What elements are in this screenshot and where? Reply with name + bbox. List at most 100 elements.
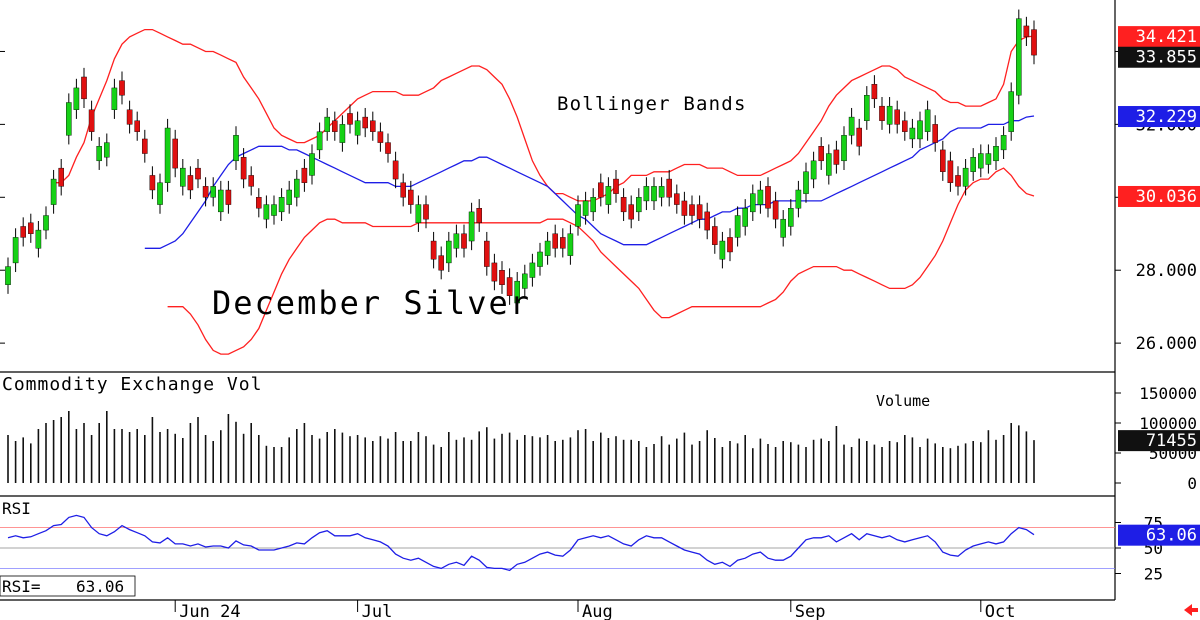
candle-down (506, 277, 513, 296)
month-label: Oct (985, 602, 1016, 620)
candle-down (370, 120, 376, 132)
candle-down (871, 84, 878, 100)
candle-up (354, 120, 361, 136)
candle-up (111, 87, 118, 110)
candle-down (187, 175, 194, 191)
candle-down (894, 109, 900, 125)
candle-up (294, 178, 300, 198)
candle-down (126, 109, 133, 125)
lower-band-line (167, 167, 1035, 355)
candle-up (757, 189, 764, 205)
candle-down (484, 240, 490, 267)
candle-up (886, 105, 893, 125)
candle-down (833, 149, 840, 165)
candle-down (560, 237, 566, 249)
candle-up (217, 189, 224, 213)
volume-bars (7, 411, 1035, 483)
candle-down (430, 240, 437, 260)
rsi-series (7, 514, 1035, 572)
candle-down (195, 167, 201, 180)
candle-down (141, 138, 148, 154)
candle-down (461, 233, 467, 249)
candle-down (172, 138, 179, 169)
volume-tick-label: 100000 (1139, 414, 1197, 433)
candle-up (263, 204, 270, 220)
candle-up (719, 240, 726, 260)
candle-up (339, 124, 346, 143)
volume-series-label: Volume (876, 392, 930, 410)
candle-up (841, 135, 847, 162)
candle-up (575, 204, 581, 227)
month-label: Jun 24 (179, 602, 240, 620)
month-labels: Jun 24 Jul Aug Sep Oct (174, 600, 1016, 620)
candle-up (582, 200, 589, 216)
month-label: Jul (362, 602, 393, 620)
candle-down (499, 270, 505, 285)
candle-up (750, 193, 756, 213)
candle-up (12, 237, 19, 264)
candle-down (149, 175, 156, 191)
candle-down (408, 189, 414, 205)
candle-up (179, 167, 186, 187)
volume-panel-title: Commodity Exchange Vol (2, 374, 262, 395)
price-tick-label: 26.000 (1136, 334, 1197, 354)
candle-up (514, 280, 520, 304)
candle-down (674, 193, 680, 205)
candle-up (453, 233, 460, 249)
candle-up (415, 204, 422, 224)
candle-up (157, 182, 163, 205)
badge-volume: 71455 (1146, 431, 1197, 451)
badge-last: 33.855 (1136, 48, 1197, 68)
badge-close: 34.421 (1136, 27, 1197, 47)
candle-down (119, 80, 125, 96)
candle-up (658, 186, 665, 198)
candle-down (256, 197, 262, 209)
candle-up (35, 229, 42, 249)
candle-down (689, 204, 695, 216)
candle-up (544, 240, 551, 256)
candle-up (50, 178, 57, 205)
candle-down (377, 131, 384, 143)
volume-tick-label: 0 (1187, 474, 1197, 493)
bollinger-bands (53, 28, 1035, 355)
rsi-readout-label: RSI= (2, 577, 41, 596)
badge-lower-bg (1118, 185, 1200, 207)
candle-down (332, 120, 338, 132)
candle-down (20, 226, 27, 238)
candle-down (628, 204, 634, 220)
candle-down (696, 204, 703, 220)
candle-down (362, 116, 369, 129)
candle-up (446, 240, 452, 264)
candle-up (643, 186, 650, 202)
candle-up (286, 189, 293, 205)
candle-up (5, 266, 11, 285)
candle-up (103, 142, 110, 158)
candle-up (1016, 18, 1022, 96)
bollinger-annotation: Bollinger Bands (557, 93, 747, 115)
candle-up (522, 273, 528, 289)
candle-up (848, 116, 855, 136)
candle-down (1031, 29, 1037, 56)
badge-rsi: 63.06 (1146, 526, 1197, 546)
candle-down (476, 208, 483, 224)
badge-volume-bg (1118, 430, 1200, 452)
candle-up (468, 211, 475, 242)
candle-up (742, 208, 748, 227)
badge-mid: 32.229 (1136, 107, 1197, 127)
candle-down (902, 120, 908, 132)
candle-up (970, 156, 976, 172)
candle-down (423, 204, 429, 220)
candle-down (202, 186, 209, 198)
candle-up (73, 87, 80, 110)
upper-band-line (53, 28, 1035, 202)
candle-down (400, 182, 407, 198)
candle-down (392, 160, 399, 180)
arrow-left-icon[interactable] (1184, 604, 1198, 616)
candle-up (993, 146, 999, 162)
candle-up (864, 95, 870, 121)
candle-down (81, 76, 87, 100)
candle-up (734, 215, 741, 238)
candle-down (385, 142, 391, 154)
